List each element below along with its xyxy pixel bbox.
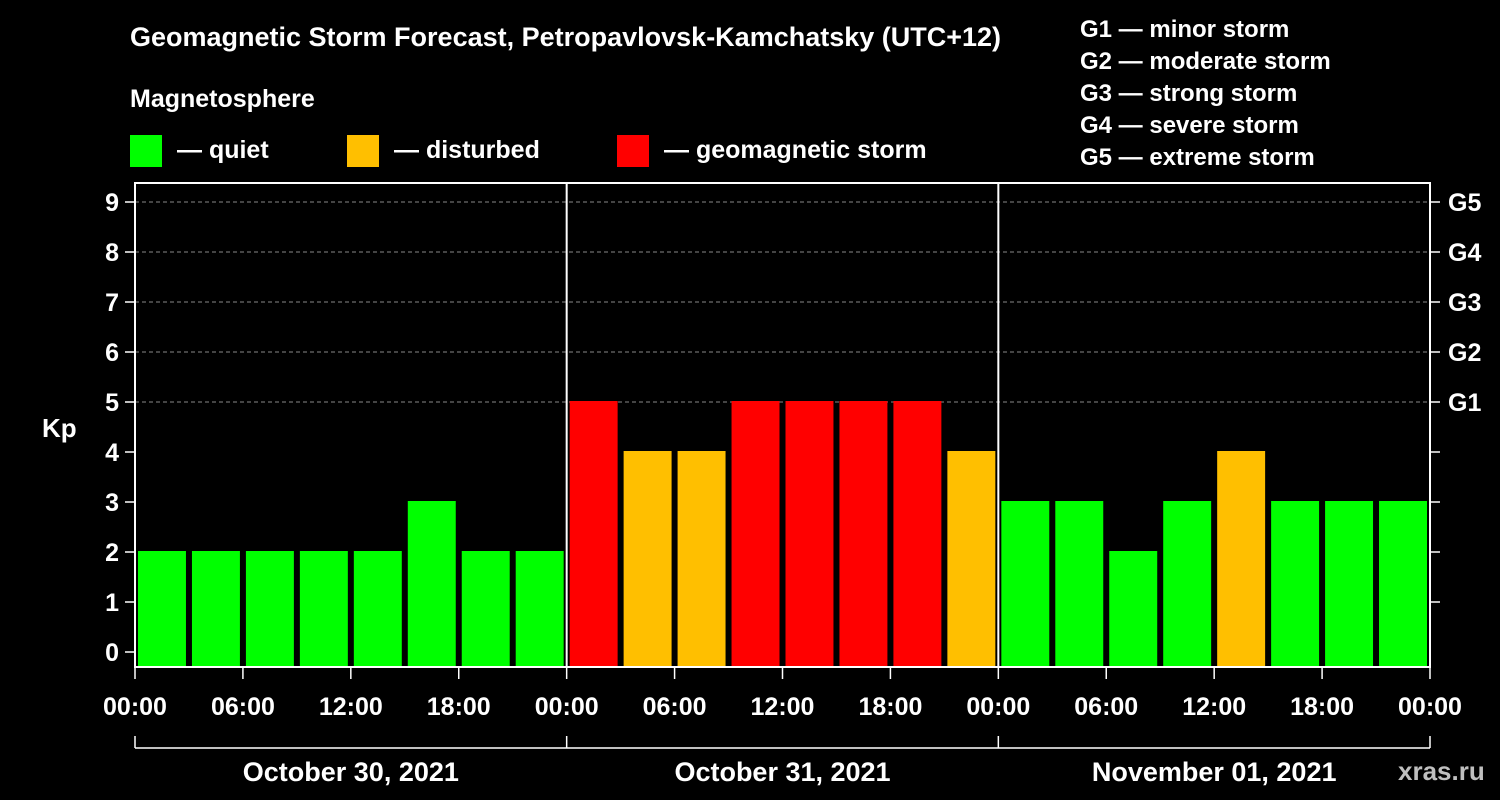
- xtick-label-11: 18:00: [1290, 693, 1354, 721]
- ytick-label-5: 5: [105, 389, 119, 417]
- xtick-label-7: 18:00: [858, 693, 922, 721]
- bar-10: [677, 451, 726, 667]
- bar-23: [1379, 501, 1427, 667]
- watermark: xras.ru: [1398, 756, 1485, 786]
- ytick-label-0: 0: [105, 639, 119, 667]
- bar-16: [1001, 501, 1050, 667]
- ytick-label-1: 1: [105, 589, 119, 617]
- xtick-label-3: 18:00: [427, 693, 491, 721]
- legend-label-disturbed: — disturbed: [394, 136, 540, 164]
- legend-swatch-disturbed: [347, 135, 379, 167]
- bar-19: [1163, 501, 1212, 667]
- legend-label-storm: — geomagnetic storm: [664, 136, 927, 164]
- bar-6: [461, 551, 510, 667]
- bar-15: [947, 451, 996, 667]
- right-axis-label-G3: G3: [1448, 289, 1481, 317]
- bar-9: [623, 451, 672, 667]
- xtick-label-12: 00:00: [1398, 693, 1462, 721]
- xtick-label-8: 00:00: [966, 693, 1030, 721]
- bar-11: [731, 401, 780, 667]
- xtick-label-2: 12:00: [319, 693, 383, 721]
- xtick-label-5: 06:00: [643, 693, 707, 721]
- ytick-label-4: 4: [105, 439, 119, 467]
- storm-level-g5: G5 — extreme storm: [1080, 144, 1315, 171]
- bar-0: [138, 551, 186, 667]
- xtick-label-0: 00:00: [103, 693, 167, 721]
- bar-8: [569, 401, 618, 667]
- legend-swatch-storm: [617, 135, 649, 167]
- ytick-label-7: 7: [105, 289, 119, 317]
- y-axis-label: Kp: [42, 413, 77, 443]
- day-label-1: October 31, 2021: [674, 757, 890, 787]
- bar-13: [839, 401, 888, 667]
- right-axis-label-G1: G1: [1448, 389, 1481, 417]
- bar-20: [1217, 451, 1266, 667]
- right-axis-label-G4: G4: [1448, 239, 1481, 267]
- xtick-label-1: 06:00: [211, 693, 275, 721]
- bar-17: [1055, 501, 1104, 667]
- storm-level-g4: G4 — severe storm: [1080, 112, 1299, 139]
- storm-level-g2: G2 — moderate storm: [1080, 48, 1331, 75]
- legend-swatch-quiet: [130, 135, 162, 167]
- bar-2: [245, 551, 294, 667]
- right-axis-label-G5: G5: [1448, 189, 1481, 217]
- bar-4: [353, 551, 402, 667]
- ytick-label-9: 9: [105, 189, 119, 217]
- ytick-label-2: 2: [105, 539, 119, 567]
- ytick-label-3: 3: [105, 489, 119, 517]
- ytick-label-8: 8: [105, 239, 119, 267]
- bar-21: [1271, 501, 1320, 667]
- right-axis-label-G2: G2: [1448, 339, 1481, 367]
- legend-title: Magnetosphere: [130, 85, 315, 113]
- legend-label-quiet: — quiet: [177, 136, 269, 164]
- storm-level-g3: G3 — strong storm: [1080, 80, 1298, 107]
- xtick-label-4: 00:00: [535, 693, 599, 721]
- xtick-label-10: 12:00: [1182, 693, 1246, 721]
- bar-12: [785, 401, 834, 667]
- bar-5: [407, 501, 456, 667]
- bar-22: [1325, 501, 1374, 667]
- bar-3: [299, 551, 348, 667]
- day-label-2: November 01, 2021: [1092, 757, 1337, 787]
- storm-level-g1: G1 — minor storm: [1080, 16, 1290, 43]
- bar-7: [515, 551, 564, 667]
- bar-1: [191, 551, 240, 667]
- day-label-0: October 30, 2021: [243, 757, 459, 787]
- chart-title: Geomagnetic Storm Forecast, Petropavlovs…: [130, 22, 1002, 52]
- xtick-label-9: 06:00: [1074, 693, 1138, 721]
- bar-18: [1109, 551, 1158, 667]
- ytick-label-6: 6: [105, 339, 119, 367]
- xtick-label-6: 12:00: [751, 693, 815, 721]
- bar-14: [893, 401, 942, 667]
